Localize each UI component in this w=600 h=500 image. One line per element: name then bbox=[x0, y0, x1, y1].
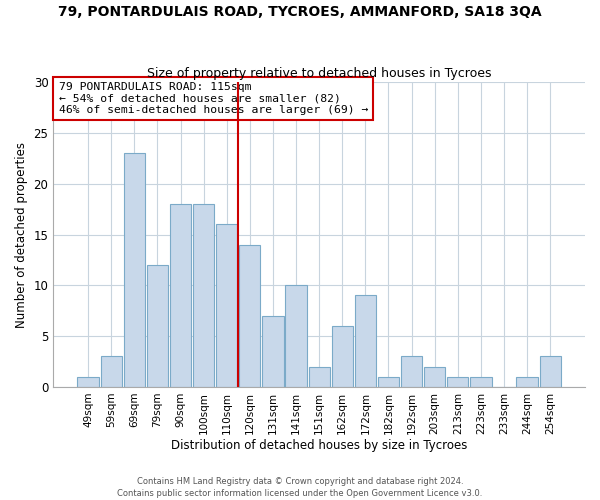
Bar bbox=[216, 224, 238, 387]
Bar bbox=[170, 204, 191, 387]
Bar bbox=[124, 153, 145, 387]
Bar bbox=[470, 377, 491, 387]
Bar bbox=[308, 366, 330, 387]
X-axis label: Distribution of detached houses by size in Tycroes: Distribution of detached houses by size … bbox=[171, 440, 467, 452]
Bar bbox=[262, 316, 284, 387]
Bar bbox=[355, 296, 376, 387]
Bar bbox=[401, 356, 422, 387]
Bar bbox=[539, 356, 561, 387]
Bar bbox=[332, 326, 353, 387]
Text: 79, PONTARDULAIS ROAD, TYCROES, AMMANFORD, SA18 3QA: 79, PONTARDULAIS ROAD, TYCROES, AMMANFOR… bbox=[58, 5, 542, 19]
Bar bbox=[101, 356, 122, 387]
Text: 79 PONTARDULAIS ROAD: 115sqm
← 54% of detached houses are smaller (82)
46% of se: 79 PONTARDULAIS ROAD: 115sqm ← 54% of de… bbox=[59, 82, 368, 116]
Text: Contains HM Land Registry data © Crown copyright and database right 2024.
Contai: Contains HM Land Registry data © Crown c… bbox=[118, 476, 482, 498]
Bar bbox=[77, 377, 99, 387]
Bar bbox=[378, 377, 399, 387]
Bar bbox=[424, 366, 445, 387]
Title: Size of property relative to detached houses in Tycroes: Size of property relative to detached ho… bbox=[147, 66, 491, 80]
Y-axis label: Number of detached properties: Number of detached properties bbox=[15, 142, 28, 328]
Bar bbox=[517, 377, 538, 387]
Bar bbox=[286, 286, 307, 387]
Bar bbox=[147, 265, 168, 387]
Bar bbox=[447, 377, 469, 387]
Bar bbox=[239, 244, 260, 387]
Bar bbox=[193, 204, 214, 387]
